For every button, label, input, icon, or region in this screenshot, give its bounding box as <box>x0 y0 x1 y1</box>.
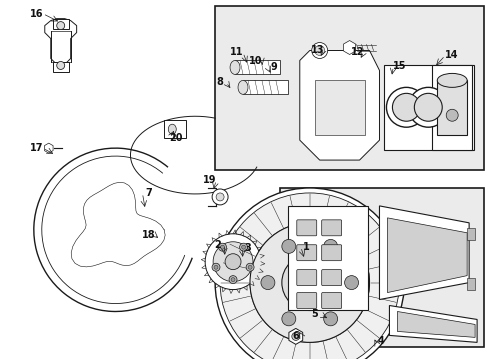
FancyBboxPatch shape <box>296 245 316 261</box>
Circle shape <box>281 255 337 310</box>
Circle shape <box>407 87 447 127</box>
Polygon shape <box>379 206 468 300</box>
Text: 20: 20 <box>169 133 183 143</box>
Bar <box>431 66 471 150</box>
Text: 10: 10 <box>249 57 262 67</box>
Circle shape <box>386 87 426 127</box>
Circle shape <box>220 245 224 249</box>
Circle shape <box>314 45 324 55</box>
Circle shape <box>249 223 369 342</box>
Text: 19: 19 <box>203 175 217 185</box>
Text: 17: 17 <box>30 143 43 153</box>
Text: 2: 2 <box>214 240 221 250</box>
Text: 14: 14 <box>444 50 457 60</box>
Circle shape <box>247 265 252 269</box>
Circle shape <box>281 312 295 326</box>
Text: 18: 18 <box>141 230 155 240</box>
Bar <box>279 188 483 347</box>
Circle shape <box>230 278 235 282</box>
Text: 6: 6 <box>292 332 299 341</box>
Circle shape <box>249 223 369 342</box>
Circle shape <box>291 265 327 301</box>
Bar <box>287 206 367 310</box>
Bar <box>466 228 474 240</box>
Polygon shape <box>299 50 379 160</box>
Text: 8: 8 <box>216 77 223 87</box>
Text: 9: 9 <box>270 62 277 72</box>
FancyBboxPatch shape <box>296 220 316 236</box>
FancyBboxPatch shape <box>321 270 341 285</box>
Circle shape <box>224 254 241 270</box>
Circle shape <box>216 193 224 201</box>
Bar <box>215 6 483 170</box>
FancyBboxPatch shape <box>296 270 316 285</box>
Circle shape <box>57 22 64 30</box>
Circle shape <box>218 243 226 251</box>
Ellipse shape <box>436 73 466 87</box>
Circle shape <box>281 239 295 253</box>
Circle shape <box>239 243 247 251</box>
Polygon shape <box>343 41 355 54</box>
Bar <box>53 62 68 72</box>
Bar <box>53 19 68 28</box>
Text: 4: 4 <box>377 336 384 346</box>
Circle shape <box>392 93 420 121</box>
Circle shape <box>344 276 358 289</box>
Bar <box>466 278 474 289</box>
Circle shape <box>323 312 337 326</box>
FancyBboxPatch shape <box>321 220 341 236</box>
FancyBboxPatch shape <box>296 293 316 309</box>
Text: 11: 11 <box>230 48 244 58</box>
Circle shape <box>212 263 220 271</box>
Text: 5: 5 <box>311 310 318 319</box>
Text: 13: 13 <box>310 45 324 54</box>
Bar <box>243 80 287 94</box>
Circle shape <box>446 109 457 121</box>
Text: 16: 16 <box>30 9 43 19</box>
Circle shape <box>261 276 274 289</box>
Circle shape <box>228 276 237 284</box>
Circle shape <box>413 93 441 121</box>
Circle shape <box>245 263 254 271</box>
Circle shape <box>220 193 399 360</box>
Polygon shape <box>44 143 53 153</box>
Polygon shape <box>45 19 77 71</box>
Circle shape <box>205 234 261 289</box>
Circle shape <box>241 245 245 249</box>
Polygon shape <box>386 218 466 293</box>
Polygon shape <box>397 311 474 337</box>
Polygon shape <box>288 328 302 345</box>
Text: 7: 7 <box>145 188 151 198</box>
Bar <box>235 60 279 75</box>
Text: 3: 3 <box>244 243 251 253</box>
Ellipse shape <box>238 80 247 94</box>
Circle shape <box>323 239 337 253</box>
Bar <box>436 80 466 135</box>
Circle shape <box>214 265 218 269</box>
Ellipse shape <box>229 60 240 75</box>
Circle shape <box>215 188 404 360</box>
Bar <box>314 80 364 135</box>
Bar <box>164 120 186 138</box>
FancyBboxPatch shape <box>321 293 341 309</box>
Circle shape <box>57 62 64 69</box>
Text: 15: 15 <box>392 62 406 71</box>
FancyBboxPatch shape <box>321 245 341 261</box>
Circle shape <box>213 242 252 282</box>
Circle shape <box>291 332 299 340</box>
Ellipse shape <box>168 124 176 134</box>
Circle shape <box>311 42 327 58</box>
Text: 1: 1 <box>303 242 309 252</box>
Polygon shape <box>388 306 476 342</box>
Bar <box>384 66 473 150</box>
Circle shape <box>212 189 227 205</box>
Text: 12: 12 <box>350 48 364 58</box>
